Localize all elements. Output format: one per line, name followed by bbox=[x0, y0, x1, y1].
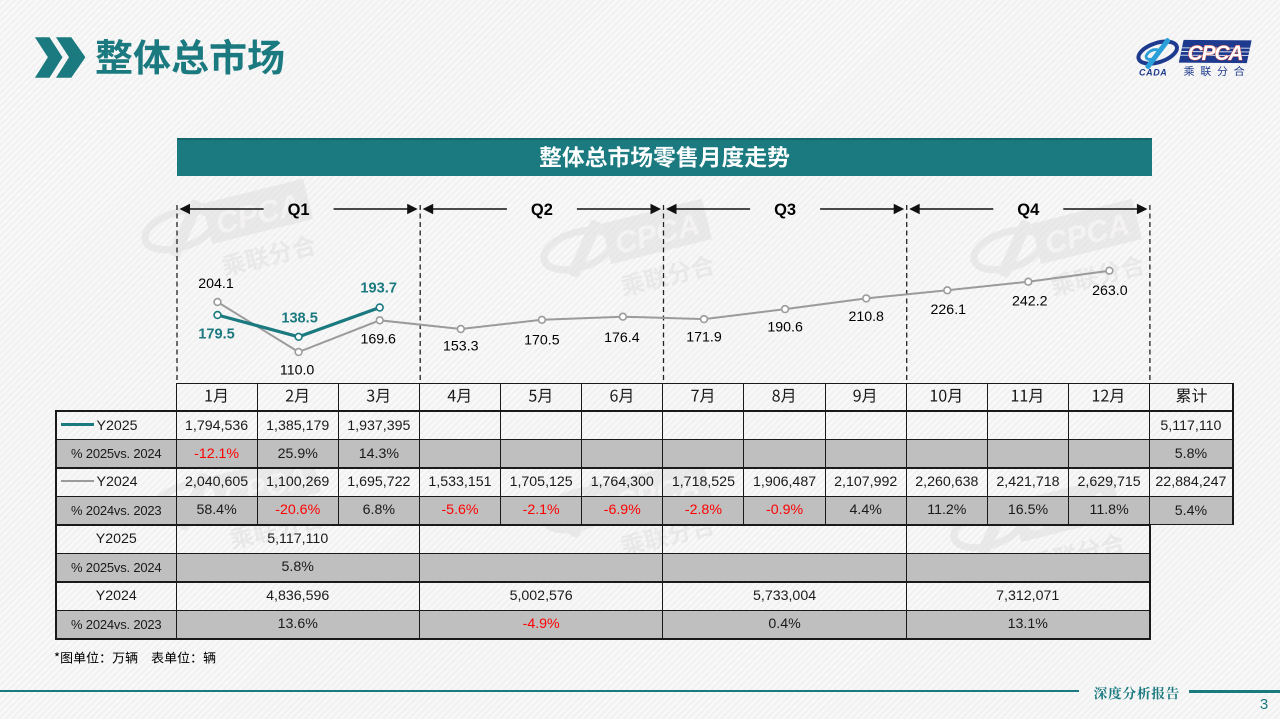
svg-text:CPCA: CPCA bbox=[1188, 42, 1243, 65]
svg-text:CADA: CADA bbox=[1139, 67, 1167, 77]
